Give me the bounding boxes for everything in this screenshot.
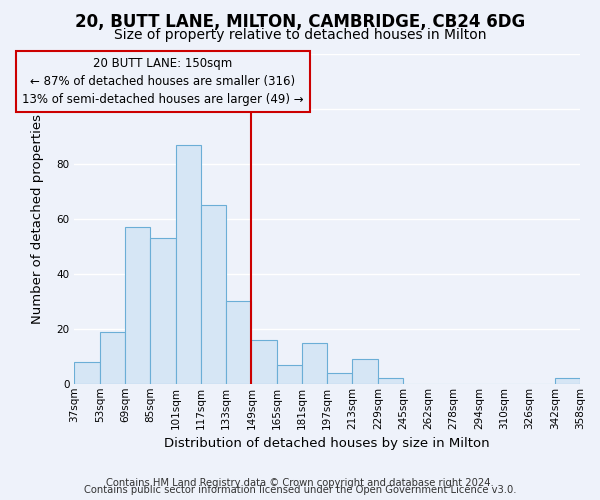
Bar — [201, 205, 226, 384]
Bar — [74, 362, 100, 384]
Text: Contains public sector information licensed under the Open Government Licence v3: Contains public sector information licen… — [84, 485, 516, 495]
Bar — [302, 342, 327, 384]
Bar — [226, 302, 251, 384]
Bar — [125, 227, 150, 384]
Bar — [150, 238, 176, 384]
Bar — [100, 332, 125, 384]
Text: 20 BUTT LANE: 150sqm
← 87% of detached houses are smaller (316)
13% of semi-deta: 20 BUTT LANE: 150sqm ← 87% of detached h… — [22, 56, 304, 106]
X-axis label: Distribution of detached houses by size in Milton: Distribution of detached houses by size … — [164, 437, 490, 450]
Bar — [176, 144, 201, 384]
Text: 20, BUTT LANE, MILTON, CAMBRIDGE, CB24 6DG: 20, BUTT LANE, MILTON, CAMBRIDGE, CB24 6… — [75, 12, 525, 30]
Y-axis label: Number of detached properties: Number of detached properties — [31, 114, 44, 324]
Bar — [352, 359, 378, 384]
Text: Size of property relative to detached houses in Milton: Size of property relative to detached ho… — [114, 28, 486, 42]
Bar — [327, 373, 352, 384]
Bar — [555, 378, 580, 384]
Bar — [251, 340, 277, 384]
Bar — [378, 378, 403, 384]
Bar — [277, 364, 302, 384]
Text: Contains HM Land Registry data © Crown copyright and database right 2024.: Contains HM Land Registry data © Crown c… — [106, 478, 494, 488]
